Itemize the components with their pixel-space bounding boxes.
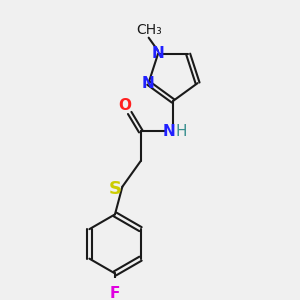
Text: F: F (110, 286, 120, 300)
Text: N: N (163, 124, 176, 139)
Text: S: S (109, 180, 122, 198)
Text: N: N (141, 76, 154, 91)
Text: H: H (176, 124, 187, 139)
Text: O: O (118, 98, 132, 113)
Text: N: N (152, 46, 164, 61)
Text: CH₃: CH₃ (136, 23, 161, 37)
